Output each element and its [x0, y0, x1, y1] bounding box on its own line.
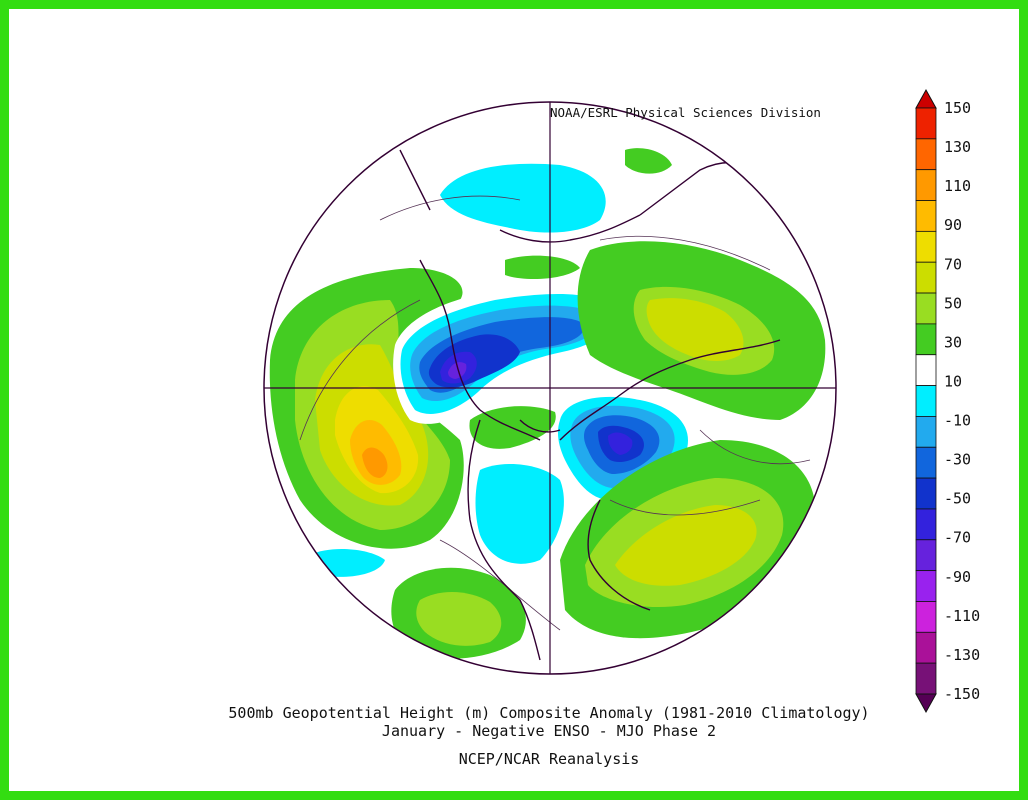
colorbar-swatch: [915, 261, 937, 294]
map-boundary: [263, 101, 837, 675]
colorbar-swatch: [915, 416, 937, 448]
colorbar-swatch: [915, 169, 937, 201]
colorbar-tick-label: 30: [944, 333, 962, 351]
colorbar-tick-label: -10: [944, 412, 971, 430]
colorbar-top-arrow: [915, 88, 937, 109]
colorbar-swatch: [915, 477, 937, 510]
credit-label: NOAA/ESRL Physical Sciences Division: [550, 105, 821, 120]
anomaly-atlantic-positive: [560, 440, 816, 639]
anomaly-pacific-positive: [269, 268, 464, 549]
colorbar-swatch: [915, 200, 937, 232]
colorbar-swatch: [915, 385, 937, 417]
colorbar-tick-label: 90: [944, 216, 962, 234]
map-subtitle: January - Negative ENSO - MJO Phase 2: [381, 722, 717, 740]
colorbar-tick-label: 70: [944, 255, 962, 273]
colorbar-tick-label: 150: [944, 99, 971, 117]
colorbar-swatch: [915, 107, 937, 140]
colorbar-swatch: [915, 323, 937, 356]
map-source: NCEP/NCAR Reanalysis: [458, 750, 640, 768]
colorbar-tick-label: -90: [944, 568, 971, 586]
colorbar-swatch: [915, 508, 937, 541]
anomaly-canada-negative: [393, 285, 626, 424]
colorbar-swatch: [915, 631, 937, 664]
colorbar-tick-label: 110: [944, 177, 971, 195]
anomaly-siberia-negative: [440, 163, 606, 233]
colorbar-swatch: [915, 354, 937, 386]
colorbar-swatch: [915, 570, 937, 602]
colorbar-swatch: [915, 601, 937, 633]
coastlines: [399, 149, 781, 661]
colorbar-tick-label: -50: [944, 490, 971, 508]
anomaly-asia-positive: [577, 241, 826, 420]
colorbar-tick-label: 50: [944, 294, 962, 312]
colorbar-tick-label: -130: [944, 646, 980, 664]
colorbar-tick-label: -150: [944, 685, 980, 703]
colorbar-swatch: [915, 292, 937, 325]
map-title: 500mb Geopotential Height (m) Composite …: [228, 704, 870, 722]
colorbar-tick-label: -110: [944, 607, 980, 625]
colorbar-swatch: [915, 539, 937, 572]
colorbar-tick-label: 130: [944, 138, 971, 156]
colorbar-tick-label: -70: [944, 529, 971, 547]
colorbar-swatch: [915, 230, 937, 263]
colorbar-bottom-arrow: [915, 693, 937, 714]
colorbar-tick-label: 10: [944, 372, 962, 390]
colorbar-tick-label: -30: [944, 451, 971, 469]
colorbar-swatch: [915, 662, 937, 695]
colorbar-swatch: [915, 138, 937, 171]
contour-lines: [299, 195, 811, 631]
graticule: [264, 102, 836, 674]
colorbar-swatch: [915, 446, 937, 479]
